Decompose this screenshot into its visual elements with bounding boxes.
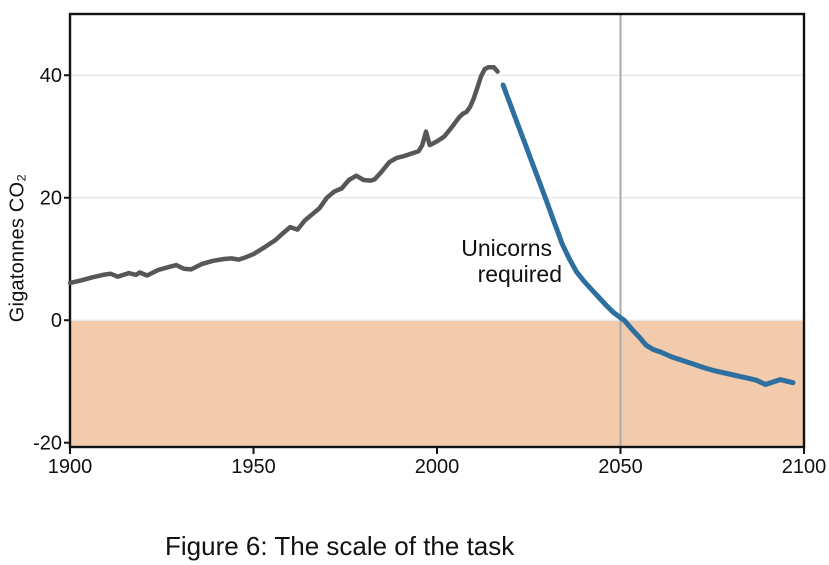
x-tick-label-2050: 2050 [598, 456, 643, 478]
y-tick-label-40: 40 [40, 65, 62, 87]
required-pathway-line [500, 82, 796, 387]
annotation-line-1: Unicorns [461, 235, 552, 261]
negative-emissions-region [71, 320, 803, 447]
x-tick-label-2100: 2100 [782, 456, 827, 478]
y-tick-label-0: 0 [51, 310, 62, 332]
x-tick-label-2000: 2000 [415, 456, 460, 478]
y-tick-label-20: 20 [40, 188, 62, 210]
y-axis-title: Gigatonnes CO₂ [6, 173, 29, 323]
x-tick-label-1950: 1950 [231, 456, 276, 478]
annotation-unicorns-required: Unicorns required [461, 235, 562, 287]
plot-area: 1900 1950 2000 2050 2100 40 20 0 -20 [33, 12, 827, 478]
historical-emissions-line [67, 65, 500, 286]
y-tick-label--20: -20 [33, 433, 62, 455]
x-tick-label-1900: 1900 [48, 456, 93, 478]
annotation-line-2: required [477, 261, 562, 287]
figure-caption: Figure 6: The scale of the task [165, 531, 515, 561]
